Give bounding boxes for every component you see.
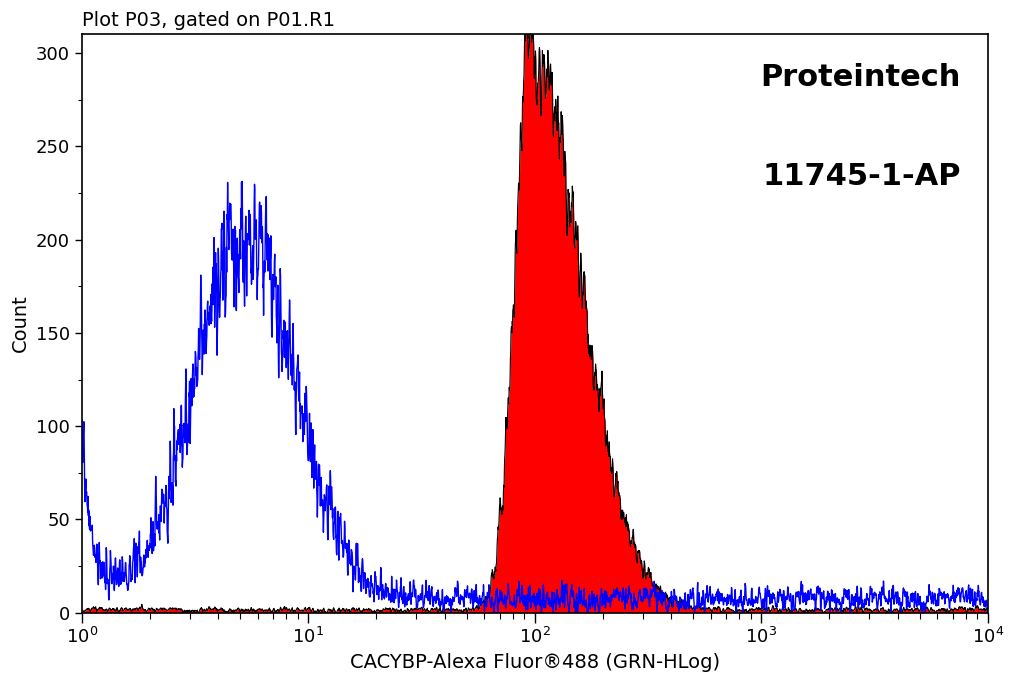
Text: Proteintech: Proteintech bbox=[760, 64, 960, 92]
Text: 11745-1-AP: 11745-1-AP bbox=[762, 162, 960, 191]
X-axis label: CACYBP-Alexa Fluor®488 (GRN-HLog): CACYBP-Alexa Fluor®488 (GRN-HLog) bbox=[349, 653, 720, 672]
Text: Plot P03, gated on P01.R1: Plot P03, gated on P01.R1 bbox=[82, 11, 335, 30]
Y-axis label: Count: Count bbox=[11, 294, 30, 352]
